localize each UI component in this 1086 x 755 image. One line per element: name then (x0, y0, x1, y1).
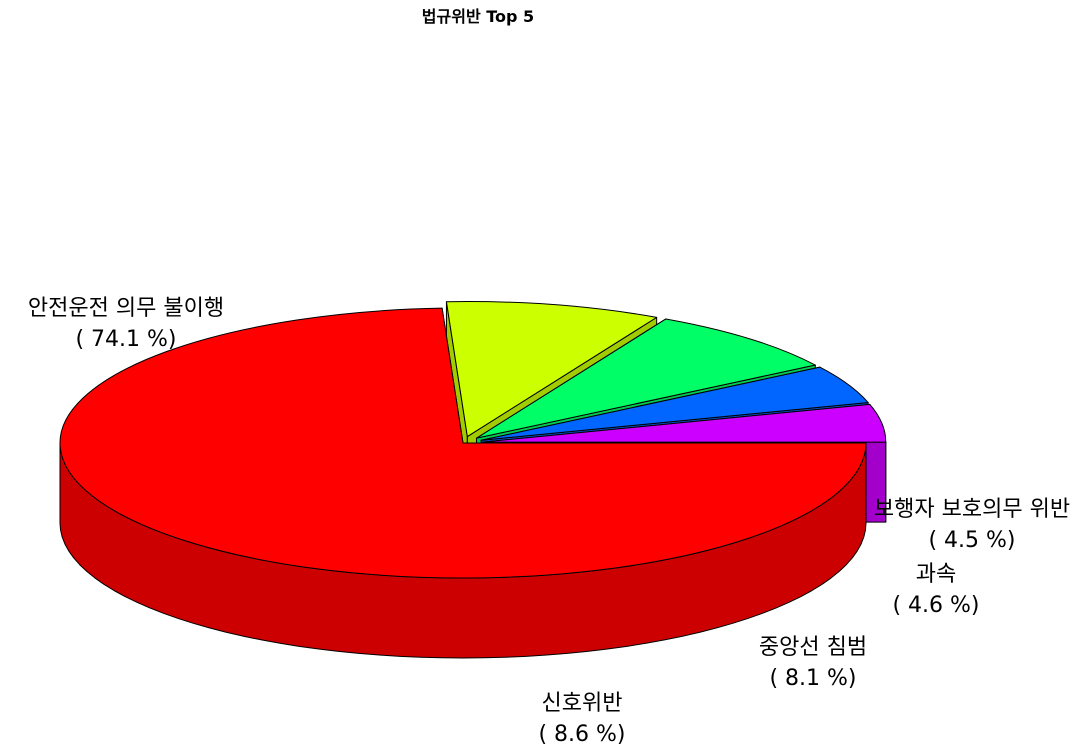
slice-label: 보행자 보호의무 위반 (874, 497, 1070, 522)
slice-percent-label: ( 8.6 %) (538, 722, 625, 747)
slice-label: 중앙선 침범 (759, 635, 867, 660)
pie-slices (59, 301, 887, 659)
slice-label: 신호위반 (542, 691, 623, 716)
pie-slice (59, 307, 867, 659)
slice-percent-label: ( 4.6 %) (892, 593, 979, 618)
slice-top (482, 403, 887, 443)
pie-labels: 안전운전 의무 불이행 ( 74.1 %) 신호위반 ( 8.6 %) 중앙선 침범 ( … (28, 296, 1070, 747)
slice-top (476, 318, 816, 439)
slice-percent-label: ( 4.5 %) (928, 528, 1015, 553)
slice-percent-label: ( 8.1 %) (769, 666, 856, 691)
slice-top (59, 307, 867, 579)
chart-title: 법규위반 Top 5 (422, 7, 534, 26)
slice-label: 과속 (916, 562, 956, 587)
slice-top (445, 301, 658, 438)
slice-label: 안전운전 의무 불이행 (28, 296, 224, 321)
slice-top (480, 366, 869, 441)
slice-percent-label: ( 74.1 %) (75, 327, 176, 352)
